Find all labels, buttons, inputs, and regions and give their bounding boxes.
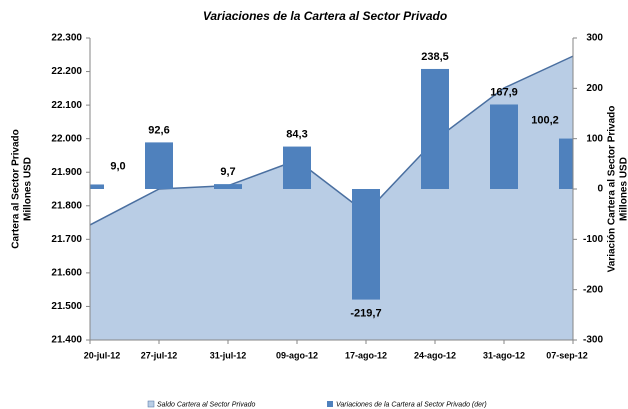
legend-label: Saldo Cartera al Sector Privado xyxy=(157,401,256,408)
bar xyxy=(352,189,380,300)
y-tick-label: 21.800 xyxy=(51,200,82,211)
y-tick-label: 22.000 xyxy=(51,133,82,144)
bar xyxy=(90,184,104,189)
chart-title: Variaciones de la Cartera al Sector Priv… xyxy=(203,9,447,23)
y-tick-label: 22.200 xyxy=(51,66,82,77)
x-tick-label: 31-ago-12 xyxy=(483,350,525,360)
data-label: 238,5 xyxy=(421,51,449,63)
data-label: 167,9 xyxy=(490,86,518,98)
bar xyxy=(421,68,449,189)
y2-tick-label: 100 xyxy=(586,133,603,144)
bar xyxy=(214,184,242,189)
y-tick-label: 22.100 xyxy=(51,100,82,111)
area xyxy=(90,56,573,341)
y2-tick-label: -300 xyxy=(583,335,603,346)
legend-swatch xyxy=(147,400,155,408)
y2-tick-label: -200 xyxy=(583,284,603,295)
x-tick-label: 24-ago-12 xyxy=(414,350,456,360)
y-tick-label: 21.600 xyxy=(51,268,82,279)
x-tick-label: 20-jul-12 xyxy=(84,350,121,360)
x-tick-label: 27-jul-12 xyxy=(141,350,178,360)
data-label: -219,7 xyxy=(350,307,381,319)
y2-axis-label: Variación Cartera al Sector Privado xyxy=(607,106,618,273)
data-label: 9,7 xyxy=(220,166,235,178)
data-label: 92,6 xyxy=(148,124,169,136)
y-tick-label: 21.400 xyxy=(51,335,82,346)
y-tick-label: 21.700 xyxy=(51,234,82,245)
y-axis-label: Cartera al Sector Privado xyxy=(11,129,22,249)
x-tick-label: 07-sep-12 xyxy=(546,350,588,360)
bar xyxy=(559,138,573,189)
bar xyxy=(490,104,518,189)
y2-tick-label: 200 xyxy=(586,83,603,94)
x-tick-label: 17-ago-12 xyxy=(345,350,387,360)
legend-label: Variaciones de la Cartera al Sector Priv… xyxy=(336,401,487,408)
x-tick-label: 31-jul-12 xyxy=(210,350,247,360)
bar xyxy=(145,142,173,189)
legend-swatch xyxy=(327,401,333,407)
y2-axis-label: Millones USD xyxy=(619,157,628,221)
y2-tick-label: 300 xyxy=(586,33,603,44)
data-label: 100,2 xyxy=(531,114,559,126)
data-label: 9,0 xyxy=(110,160,125,172)
y-tick-label: 21.500 xyxy=(51,301,82,312)
y2-tick-label: 0 xyxy=(597,184,603,195)
y2-tick-label: -100 xyxy=(583,234,603,245)
bar xyxy=(283,146,311,189)
x-tick-label: 09-ago-12 xyxy=(276,350,318,360)
y-tick-label: 21.900 xyxy=(51,167,82,178)
y-axis-label: Millones USD xyxy=(23,157,34,221)
data-label: 84,3 xyxy=(286,128,307,140)
y-tick-label: 22.300 xyxy=(51,33,82,44)
